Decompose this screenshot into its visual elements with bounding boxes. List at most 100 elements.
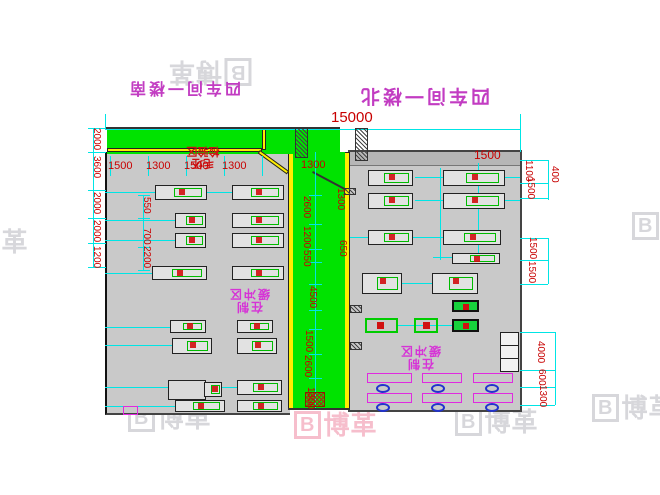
dimension-leader-line <box>138 218 150 219</box>
watermark-logo: B博革 <box>592 388 660 425</box>
dimension-label: 1300 <box>146 160 171 172</box>
dimension-label: 1300 <box>335 188 346 211</box>
dimension-leader-line <box>143 195 144 270</box>
dimension-leader-line <box>520 160 548 161</box>
machine <box>443 170 505 186</box>
worktable <box>422 373 462 383</box>
dimension-leader-line <box>478 163 479 263</box>
dimension-leader-line <box>315 152 316 408</box>
dimension-leader-line <box>110 156 111 176</box>
dimension-leader-line <box>548 160 549 200</box>
machine-footprint <box>210 384 220 395</box>
round-item <box>431 403 445 412</box>
machine-id-tag <box>256 188 262 195</box>
buffer-left-line1: 在制 <box>235 300 264 315</box>
machine-id-tag <box>388 174 395 181</box>
machine <box>368 230 413 245</box>
watermark-logo: B博革 <box>0 222 28 259</box>
machine-footprint <box>251 235 279 246</box>
machine <box>152 266 207 280</box>
dimension-leader-line <box>105 220 175 221</box>
dimension-leader-line <box>520 284 548 285</box>
dimension-leader-line <box>400 283 432 284</box>
aisle-vertical <box>293 152 345 408</box>
watermark-logo: B博革 <box>632 206 660 243</box>
watermark-brand: 博革 <box>484 407 539 437</box>
watermark-brand: 博革 <box>621 393 660 423</box>
worktable <box>123 406 138 415</box>
machine-plain <box>168 380 206 400</box>
round-item <box>376 384 390 393</box>
machine-footprint <box>186 235 203 246</box>
dimension-label: 1500 <box>527 237 538 260</box>
machine-footprint <box>384 232 409 243</box>
machine-id-tag <box>469 233 476 240</box>
machine <box>232 233 284 248</box>
machine-id-tag <box>462 303 469 310</box>
dimension-label: 1300 <box>222 160 247 172</box>
dimension-leader-line <box>93 128 94 267</box>
machine <box>362 273 402 294</box>
dimension-label: 2600 <box>302 355 313 378</box>
machine <box>443 193 505 209</box>
dimension-leader-line <box>309 378 322 379</box>
machine <box>432 273 478 294</box>
column-hatch <box>350 342 362 350</box>
column-hatch <box>295 128 308 158</box>
machine-footprint <box>251 215 279 226</box>
dimension-leader-line <box>88 128 106 129</box>
machine <box>368 193 413 209</box>
machine-id-tag <box>177 269 184 276</box>
machine-id-tag <box>388 233 395 240</box>
machine-id-tag <box>256 269 262 276</box>
aisle-edge-yellow <box>107 148 262 152</box>
dimension-label: 1500 <box>184 160 209 172</box>
machine-id-tag <box>189 236 196 243</box>
dimension-leader-line <box>105 273 152 274</box>
boge-logo-icon: B <box>455 408 483 436</box>
machine-footprint <box>251 340 273 352</box>
dimension-leader-line <box>148 156 149 176</box>
machine-footprint <box>384 195 409 207</box>
machine-footprint <box>448 276 474 291</box>
dimension-leader-line <box>520 387 555 388</box>
dimension-label: 1500 <box>303 330 314 353</box>
machine-id-tag <box>474 255 481 262</box>
dimension-label: 1500 <box>108 160 133 172</box>
machine <box>232 185 284 200</box>
hatch-marker <box>305 392 325 407</box>
round-item <box>485 384 499 393</box>
dimension-label: 15000 <box>331 109 373 126</box>
dimension-leader-line <box>309 329 322 330</box>
column-hatch <box>350 305 362 313</box>
aisle-bottom-edge <box>288 408 350 410</box>
worktable <box>473 393 513 403</box>
machine-id-tag <box>377 321 385 329</box>
machine-id-tag <box>471 174 478 181</box>
machine <box>170 320 206 333</box>
top-wall-band <box>348 150 520 166</box>
machine <box>175 233 206 248</box>
machine-footprint <box>376 276 398 291</box>
machine-footprint <box>469 255 496 262</box>
machine <box>175 213 206 228</box>
machine-id-tag <box>388 197 395 204</box>
dimension-leader-line <box>138 270 150 271</box>
dimension-label: 1200 <box>91 246 102 269</box>
machine-id-tag <box>257 403 264 410</box>
dimension-label: 700 <box>141 228 152 245</box>
machine-footprint <box>186 215 203 226</box>
shelf-rack <box>500 332 519 372</box>
machine-footprint <box>251 187 279 198</box>
dimension-leader-line <box>520 114 521 130</box>
section-title-north: 四车间一楼北 <box>358 85 491 106</box>
dimension-leader-line <box>105 129 520 130</box>
worktable <box>422 393 462 403</box>
section-title-south: 四车间一楼南 <box>127 79 242 96</box>
dimension-leader-line <box>309 354 322 355</box>
dimension-leader-line <box>520 260 548 261</box>
dimension-leader-line <box>520 183 548 184</box>
machine-footprint <box>465 172 500 184</box>
machine-id-tag <box>462 322 469 329</box>
